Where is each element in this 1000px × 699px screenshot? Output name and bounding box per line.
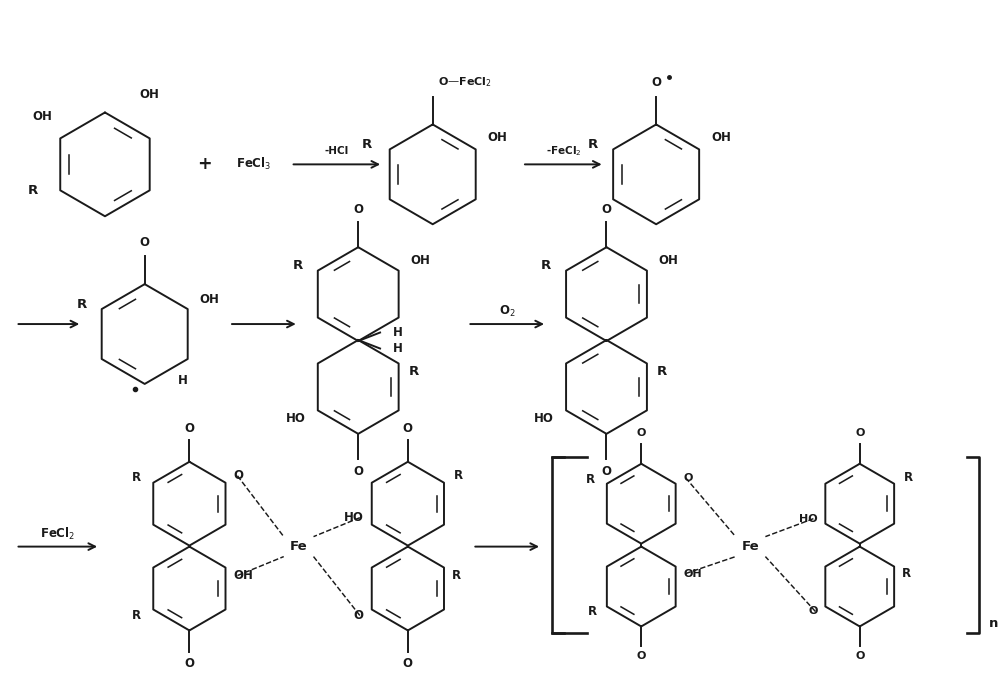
Text: O: O (601, 466, 611, 478)
Text: OH: OH (411, 254, 430, 267)
Text: OH: OH (711, 131, 731, 144)
Text: O$_2$: O$_2$ (499, 303, 515, 319)
Text: R: R (902, 567, 911, 580)
Text: O: O (354, 609, 364, 622)
Text: O: O (637, 428, 646, 438)
Text: O: O (637, 651, 646, 661)
Text: O: O (651, 76, 661, 89)
Text: O: O (233, 469, 243, 482)
Text: R: R (454, 469, 463, 482)
Text: OH: OH (140, 88, 160, 101)
Text: OH: OH (488, 131, 507, 144)
Text: H: H (393, 342, 403, 355)
Text: O: O (403, 657, 413, 670)
Text: R: R (132, 609, 141, 622)
Text: OH: OH (659, 254, 679, 267)
Text: O: O (601, 203, 611, 216)
Text: O: O (353, 203, 363, 216)
Text: HO: HO (799, 514, 817, 524)
Text: OH: OH (684, 568, 702, 579)
Text: R: R (586, 473, 595, 487)
Text: OH: OH (233, 569, 253, 582)
Text: Fe: Fe (742, 540, 759, 553)
Text: O: O (353, 466, 363, 478)
Text: O—FeCl$_2$: O—FeCl$_2$ (438, 75, 492, 89)
Text: HO: HO (534, 412, 554, 425)
Text: O: O (184, 422, 194, 435)
Text: O: O (184, 657, 194, 670)
Text: H: H (178, 375, 188, 387)
Text: O: O (808, 607, 817, 617)
Text: n: n (989, 617, 998, 630)
Text: R: R (588, 605, 597, 618)
Text: R: R (588, 138, 598, 151)
Text: Fe: Fe (290, 540, 307, 553)
Text: O: O (140, 236, 150, 249)
Text: H: H (393, 326, 403, 339)
Text: R: R (293, 259, 303, 272)
Text: R: R (541, 259, 551, 272)
Text: FeCl$_3$: FeCl$_3$ (236, 157, 272, 173)
Text: -FeCl$_2$: -FeCl$_2$ (546, 145, 581, 158)
Text: O: O (855, 651, 864, 661)
Text: -HCl: -HCl (325, 146, 349, 157)
Text: HO: HO (286, 412, 306, 425)
Text: R: R (77, 298, 87, 310)
Text: R: R (904, 471, 913, 484)
Text: R: R (132, 471, 141, 484)
Text: FeCl$_2$: FeCl$_2$ (40, 526, 75, 542)
Text: O: O (855, 428, 864, 438)
Text: R: R (28, 184, 38, 197)
Text: R: R (452, 569, 461, 582)
Text: +: + (197, 155, 212, 173)
Text: OH: OH (32, 110, 52, 123)
Text: O: O (684, 473, 693, 483)
Text: O: O (403, 422, 413, 435)
Text: HO: HO (344, 511, 364, 524)
Text: R: R (657, 365, 667, 378)
Text: OH: OH (200, 293, 219, 305)
Text: R: R (362, 138, 372, 151)
Text: R: R (409, 365, 419, 378)
